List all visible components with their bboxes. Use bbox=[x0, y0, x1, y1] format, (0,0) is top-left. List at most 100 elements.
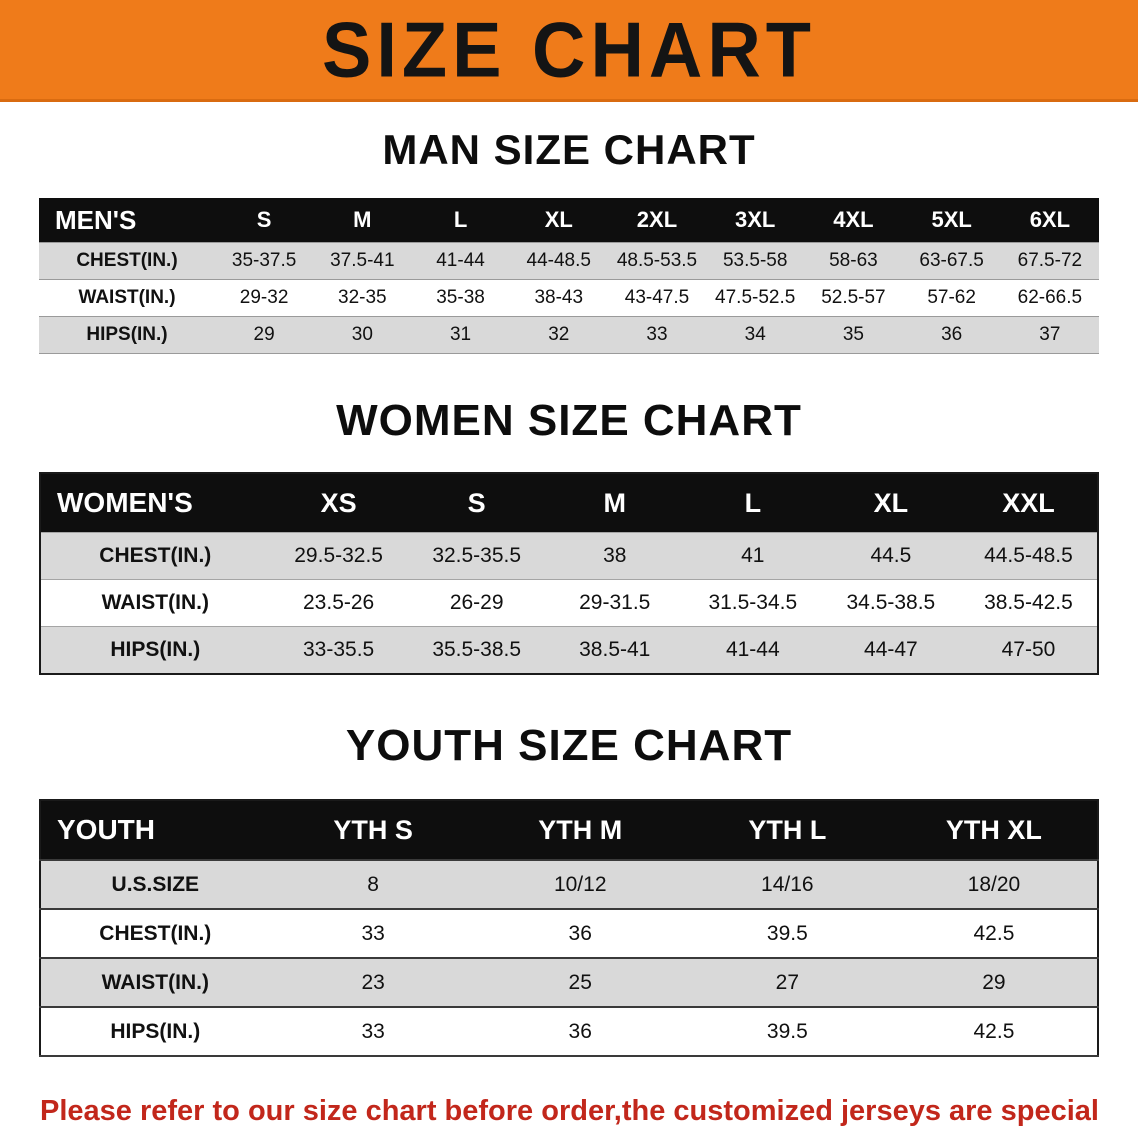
page-title: SIZE CHART bbox=[322, 5, 816, 94]
size-column-header: 5XL bbox=[902, 198, 1001, 243]
measurement-value-cell: 36 bbox=[902, 316, 1001, 354]
measurement-value-cell: 32-35 bbox=[313, 279, 412, 317]
measurement-value-cell: 44-47 bbox=[821, 626, 960, 675]
size-column-header: 2XL bbox=[607, 198, 707, 243]
measurement-value-cell: 35 bbox=[804, 316, 903, 354]
measurement-value-cell: 33-35.5 bbox=[269, 626, 408, 675]
banner: SIZE CHART bbox=[0, 0, 1138, 102]
row-label-cell: HIPS(IN.) bbox=[40, 1006, 270, 1057]
measurement-value-cell: 26-29 bbox=[407, 579, 546, 627]
youth-size-table: YOUTH YTH S YTH M YTH L YTH XL U.S.SIZE 8 10/12… bbox=[39, 799, 1099, 1057]
measurement-value-cell: 36 bbox=[476, 1006, 684, 1057]
row-label-cell: CHEST(IN.) bbox=[40, 532, 270, 580]
measurement-value-cell: 38.5-41 bbox=[545, 626, 684, 675]
measurement-value-cell: 47.5-52.5 bbox=[706, 279, 805, 317]
measurement-value-cell: 27 bbox=[683, 957, 891, 1007]
section-women: WOMEN SIZE CHART WOMEN'S XS S M L XL XXL CHEST(… bbox=[0, 396, 1138, 675]
measurement-value-cell: 44.5 bbox=[821, 532, 960, 580]
footer-notice: Please refer to our size chart before or… bbox=[40, 1089, 1138, 1132]
size-column-header: YTH L bbox=[683, 800, 891, 860]
notice-line-1: Please refer to our size chart before or… bbox=[40, 1095, 1099, 1127]
size-column-header: S bbox=[215, 198, 314, 243]
table-row: HIPS(IN.) 33 36 39.5 42.5 bbox=[40, 1006, 1098, 1057]
table-header-row: MEN'S S M L XL 2XL 3XL 4XL 5XL 6XL bbox=[39, 198, 1099, 243]
women-section-heading: WOMEN SIZE CHART bbox=[336, 396, 802, 445]
measurement-value-cell: 39.5 bbox=[683, 908, 891, 958]
measurement-value-cell: 48.5-53.5 bbox=[607, 242, 707, 280]
measurement-value-cell: 35.5-38.5 bbox=[407, 626, 546, 675]
measurement-value-cell: 34 bbox=[706, 316, 805, 354]
row-label-cell: HIPS(IN.) bbox=[39, 316, 215, 354]
measurement-value-cell: 44-48.5 bbox=[509, 242, 608, 280]
size-column-header: YTH XL bbox=[890, 800, 1098, 860]
table-header-row: WOMEN'S XS S M L XL XXL bbox=[40, 473, 1098, 533]
size-column-header: YTH S bbox=[269, 800, 477, 860]
measurement-value-cell: 32 bbox=[509, 316, 608, 354]
table-row: U.S.SIZE 8 10/12 14/16 18/20 bbox=[40, 859, 1098, 909]
table-row: WAIST(IN.) 23.5-26 26-29 29-31.5 31.5-34.5 34… bbox=[40, 579, 1098, 627]
row-label-cell: WAIST(IN.) bbox=[39, 279, 215, 317]
section-youth: YOUTH SIZE CHART YOUTH YTH S YTH M YTH L YTH… bbox=[0, 721, 1138, 1057]
measurement-value-cell: 42.5 bbox=[890, 908, 1098, 958]
measurement-value-cell: 37 bbox=[1000, 316, 1099, 354]
size-column-header: 3XL bbox=[706, 198, 805, 243]
measurement-value-cell: 44.5-48.5 bbox=[959, 532, 1098, 580]
youth-section-heading: YOUTH SIZE CHART bbox=[345, 721, 793, 770]
table-header-row: YOUTH YTH S YTH M YTH L YTH XL bbox=[40, 800, 1098, 860]
measurement-value-cell: 43-47.5 bbox=[607, 279, 707, 317]
size-column-header: L bbox=[683, 473, 822, 533]
measurement-value-cell: 36 bbox=[476, 908, 684, 958]
men-size-table: MEN'S S M L XL 2XL 3XL 4XL 5XL 6XL CHEST(IN.) 35-37… bbox=[39, 198, 1099, 354]
size-column-header: XS bbox=[269, 473, 408, 533]
measurement-value-cell: 38 bbox=[545, 532, 684, 580]
measurement-value-cell: 42.5 bbox=[890, 1006, 1098, 1057]
men-section-heading: MAN SIZE CHART bbox=[382, 126, 756, 173]
measurement-value-cell: 53.5-58 bbox=[706, 242, 805, 280]
measurement-value-cell: 10/12 bbox=[476, 859, 684, 909]
size-column-header: YTH M bbox=[476, 800, 684, 860]
measurement-value-cell: 29 bbox=[890, 957, 1098, 1007]
measurement-value-cell: 41 bbox=[683, 532, 822, 580]
measurement-value-cell: 39.5 bbox=[683, 1006, 891, 1057]
size-column-header: XXL bbox=[959, 473, 1098, 533]
measurement-value-cell: 35-37.5 bbox=[215, 242, 314, 280]
measurement-value-cell: 58-63 bbox=[804, 242, 903, 280]
measurement-value-cell: 32.5-35.5 bbox=[407, 532, 546, 580]
row-label-cell: WAIST(IN.) bbox=[40, 579, 270, 627]
measurement-value-cell: 29-31.5 bbox=[545, 579, 684, 627]
table-row: HIPS(IN.) 29 30 31 32 33 34 35 36 37 bbox=[39, 316, 1099, 354]
measurement-value-cell: 35-38 bbox=[411, 279, 510, 317]
row-label-cell: CHEST(IN.) bbox=[40, 908, 270, 958]
measurement-value-cell: 14/16 bbox=[683, 859, 891, 909]
measurement-value-cell: 29 bbox=[215, 316, 314, 354]
measurement-value-cell: 67.5-72 bbox=[1000, 242, 1099, 280]
measurement-value-cell: 52.5-57 bbox=[804, 279, 903, 317]
table-row: CHEST(IN.) 29.5-32.5 32.5-35.5 38 41 44.5 44.5… bbox=[40, 532, 1098, 580]
measurement-value-cell: 33 bbox=[269, 908, 477, 958]
measurement-value-cell: 25 bbox=[476, 957, 684, 1007]
measurement-value-cell: 62-66.5 bbox=[1000, 279, 1099, 317]
table-row: CHEST(IN.) 33 36 39.5 42.5 bbox=[40, 908, 1098, 958]
table-row: WAIST(IN.) 29-32 32-35 35-38 38-43 43-47.5 47.… bbox=[39, 279, 1099, 317]
measurement-value-cell: 34.5-38.5 bbox=[821, 579, 960, 627]
measurement-value-cell: 38-43 bbox=[509, 279, 608, 317]
table-row: HIPS(IN.) 33-35.5 35.5-38.5 38.5-41 41-44 44-… bbox=[40, 626, 1098, 675]
measurement-value-cell: 29-32 bbox=[215, 279, 314, 317]
measurement-value-cell: 31.5-34.5 bbox=[683, 579, 822, 627]
measurement-value-cell: 38.5-42.5 bbox=[959, 579, 1098, 627]
measurement-value-cell: 37.5-41 bbox=[313, 242, 412, 280]
measurement-value-cell: 33 bbox=[607, 316, 707, 354]
table-title-cell: WOMEN'S bbox=[40, 473, 270, 533]
row-label-cell: U.S.SIZE bbox=[40, 859, 270, 909]
table-row: WAIST(IN.) 23 25 27 29 bbox=[40, 957, 1098, 1007]
measurement-value-cell: 31 bbox=[411, 316, 510, 354]
measurement-value-cell: 41-44 bbox=[683, 626, 822, 675]
size-column-header: 6XL bbox=[1000, 198, 1099, 243]
women-size-table: WOMEN'S XS S M L XL XXL CHEST(IN.) 29.5-32.5 32.5… bbox=[39, 472, 1099, 675]
table-row: CHEST(IN.) 35-37.5 37.5-41 41-44 44-48.5 48.5… bbox=[39, 242, 1099, 280]
size-column-header: XL bbox=[821, 473, 960, 533]
row-label-cell: CHEST(IN.) bbox=[39, 242, 215, 280]
row-label-cell: WAIST(IN.) bbox=[40, 957, 270, 1007]
size-column-header: 4XL bbox=[804, 198, 903, 243]
